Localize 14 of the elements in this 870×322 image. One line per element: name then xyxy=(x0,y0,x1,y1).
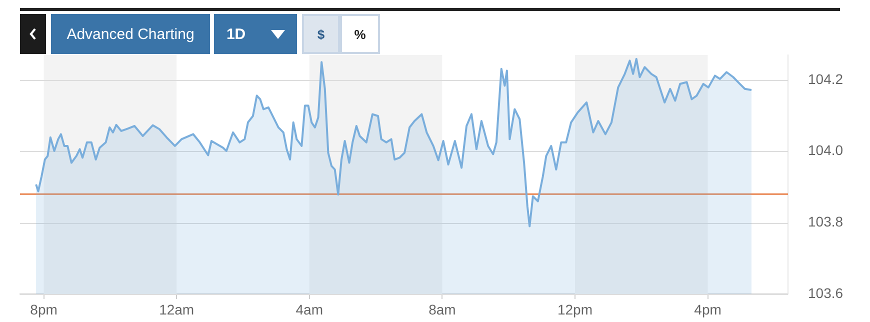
y-tick-label: 103.6 xyxy=(808,284,844,301)
y-tick-label: 104.0 xyxy=(808,142,844,158)
x-tick-label: 12pm xyxy=(557,301,592,318)
x-tick-label: 4pm xyxy=(694,301,722,318)
y-tick-label: 104.2 xyxy=(808,70,844,87)
y-tick-label: 103.8 xyxy=(808,214,844,230)
x-tick-label: 8am xyxy=(428,301,456,318)
text: 1D xyxy=(226,26,246,42)
text: $ xyxy=(317,26,325,42)
x-tick-label: 12am xyxy=(159,301,194,318)
x-tick-label: 4am xyxy=(296,301,323,318)
x-tick-label: 8pm xyxy=(30,301,58,318)
text: % xyxy=(354,26,366,42)
text: Advanced Charting xyxy=(66,26,194,42)
